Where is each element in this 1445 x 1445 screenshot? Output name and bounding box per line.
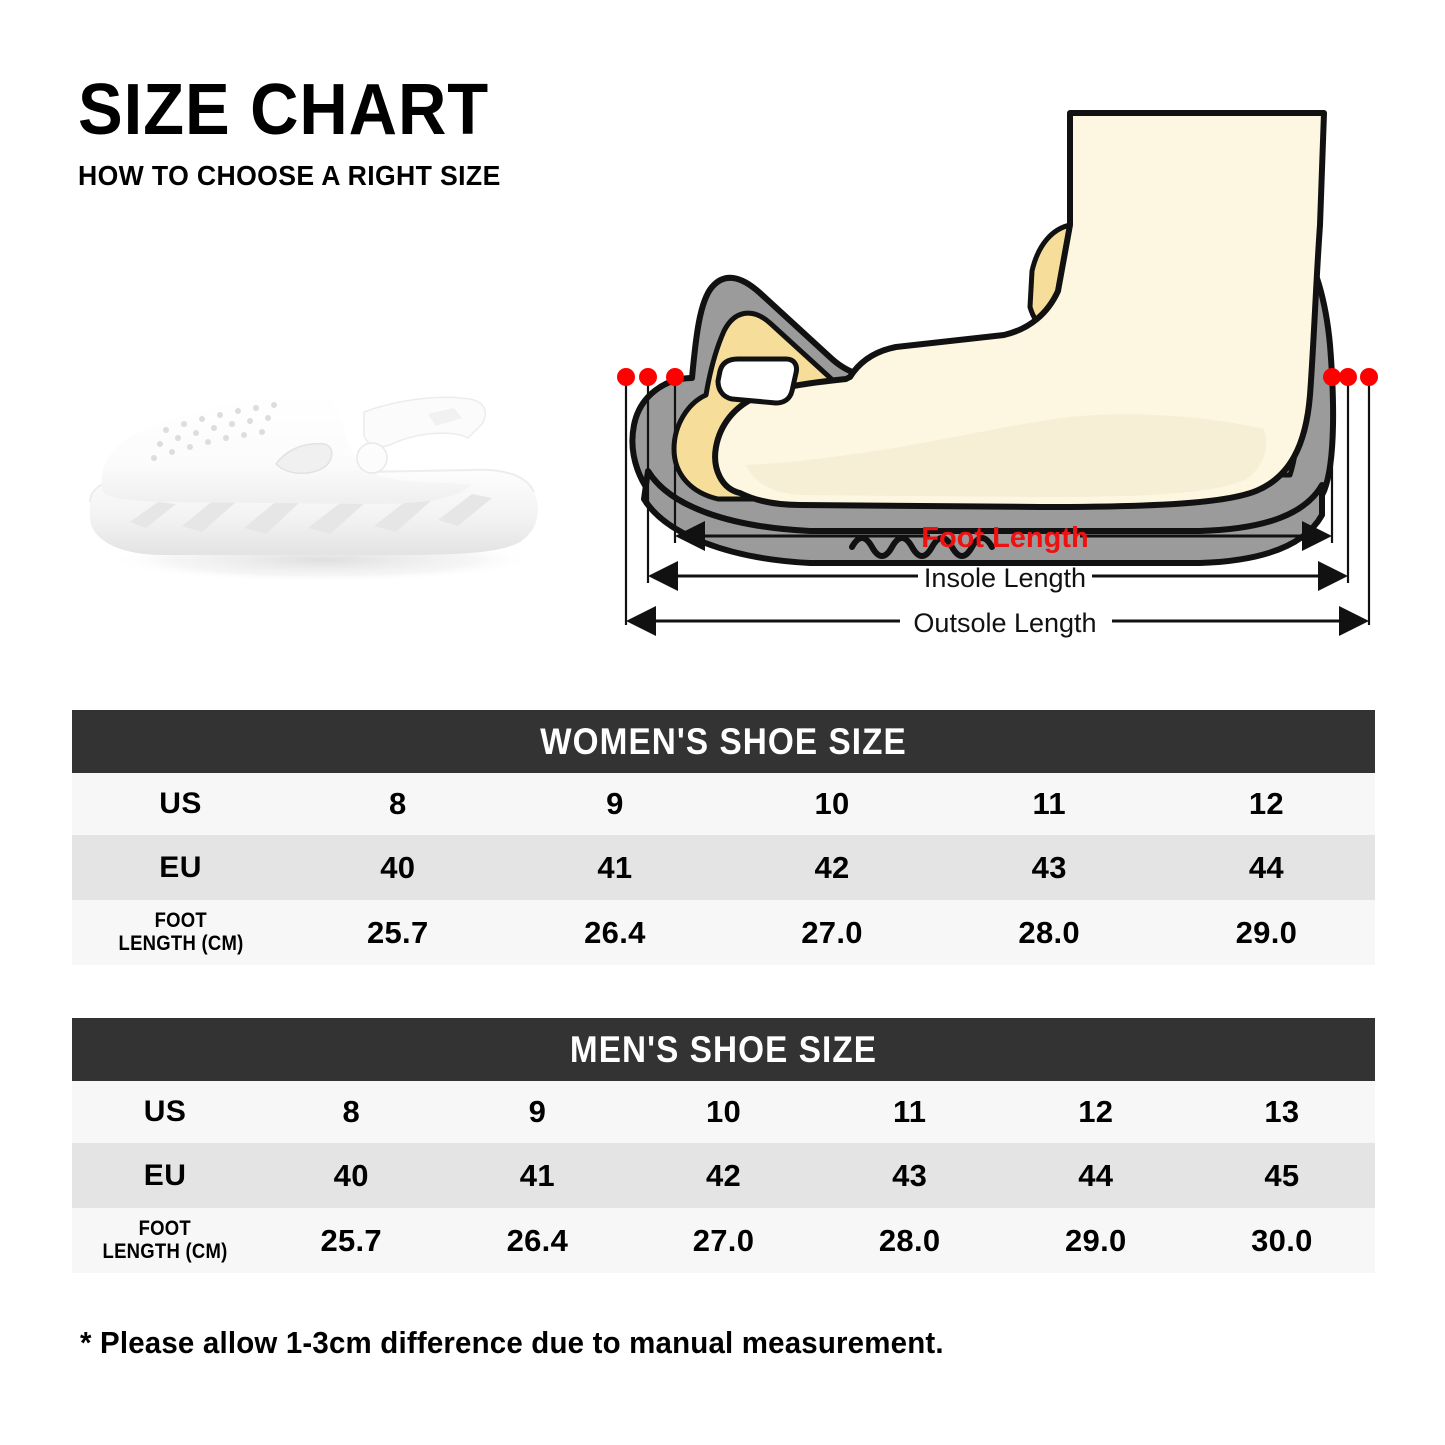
table-cell: 13 (1264, 1094, 1300, 1129)
table-cell: 9 (606, 786, 624, 821)
table-row: US 8 9 10 11 12 (72, 773, 1375, 835)
table-row: FOOT LENGTH (CM) 25.7 26.4 27.0 28.0 29.… (72, 900, 1375, 965)
table-cell: 25.7 (366, 914, 429, 950)
womens-table-banner: WOMEN'S SHOE SIZE (72, 710, 1375, 773)
insole-length-label: Insole Length (924, 563, 1086, 593)
table-cell: 43 (892, 1157, 928, 1193)
foot-length-label-line2: LENGTH (CM) (102, 1239, 228, 1263)
foot-length-label-line1: FOOT (138, 1217, 192, 1241)
table-cell: 9 (528, 1094, 547, 1129)
page-title: SIZE CHART (78, 70, 490, 150)
table-cell: 40 (333, 1157, 369, 1193)
table-cell: 12 (1248, 786, 1284, 821)
table-row: US 8 9 10 11 12 13 (72, 1081, 1375, 1143)
womens-size-table: WOMEN'S SHOE SIZE US 8 9 10 11 12 EU 40 … (72, 710, 1375, 965)
table-cell: 29.0 (1235, 914, 1298, 950)
mens-size-table: MEN'S SHOE SIZE US 8 9 10 11 12 13 EU 40… (72, 1018, 1375, 1273)
foot-length-label: Foot Length (921, 522, 1089, 554)
table-cell: 27.0 (801, 914, 863, 950)
table-cell: 11 (1032, 786, 1066, 821)
table-cell: 41 (519, 1157, 555, 1193)
measurement-markers (617, 368, 1378, 386)
table-cell: 45 (1264, 1157, 1300, 1193)
foot-shoe-cross-section-diagram: Foot Length Insole Length Outsole Length (600, 95, 1400, 640)
table-cell: 27.0 (692, 1222, 755, 1258)
table-cell: 8 (388, 786, 407, 821)
table-cell: 26.4 (584, 914, 646, 950)
row-label-us: US (143, 1095, 187, 1128)
product-photo-clog (72, 352, 572, 600)
table-cell: 29.0 (1065, 1222, 1127, 1258)
mens-table-banner: MEN'S SHOE SIZE (72, 1018, 1375, 1081)
table-cell: 28.0 (1018, 914, 1080, 950)
table-cell: 44 (1248, 849, 1284, 885)
table-cell: 25.7 (320, 1222, 382, 1258)
table-row: FOOT LENGTH (CM) 25.7 26.4 27.0 28.0 29.… (72, 1208, 1375, 1273)
row-label-eu: EU (143, 1158, 187, 1192)
table-cell: 10 (814, 786, 850, 821)
table-cell: 42 (814, 849, 850, 885)
table-cell: 26.4 (506, 1222, 569, 1258)
table-banner-row: WOMEN'S SHOE SIZE (72, 710, 1375, 773)
table-cell: 41 (597, 849, 633, 885)
row-label-foot-length: FOOT LENGTH (CM) (72, 1208, 258, 1273)
table-cell: 10 (705, 1094, 742, 1129)
table-banner-row: MEN'S SHOE SIZE (72, 1018, 1375, 1081)
table-cell: 40 (380, 849, 416, 885)
table-row: EU 40 41 42 43 44 (72, 835, 1375, 900)
row-label-eu: EU (159, 850, 202, 884)
table-cell: 12 (1078, 1094, 1114, 1129)
measurement-disclaimer: * Please allow 1-3cm difference due to m… (80, 1325, 944, 1360)
page-header: SIZE CHART HOW TO CHOOSE A RIGHT SIZE (78, 74, 638, 192)
table-cell: 28.0 (878, 1222, 941, 1258)
outsole-length-label: Outsole Length (913, 608, 1096, 638)
row-label-foot-length: FOOT LENGTH (CM) (72, 900, 289, 965)
table-cell: 8 (342, 1094, 360, 1129)
table-row: EU 40 41 42 43 44 45 (72, 1143, 1375, 1208)
table-cell: 43 (1031, 849, 1067, 885)
table-cell: 44 (1078, 1157, 1114, 1193)
foot-length-label-line1: FOOT (154, 909, 207, 933)
row-label-us: US (159, 787, 202, 820)
table-cell: 42 (705, 1157, 742, 1193)
foot-length-label-line2: LENGTH (CM) (118, 931, 244, 955)
table-cell: 30.0 (1251, 1222, 1313, 1258)
page-subtitle: HOW TO CHOOSE A RIGHT SIZE (78, 160, 501, 191)
table-cell: 11 (892, 1094, 927, 1129)
